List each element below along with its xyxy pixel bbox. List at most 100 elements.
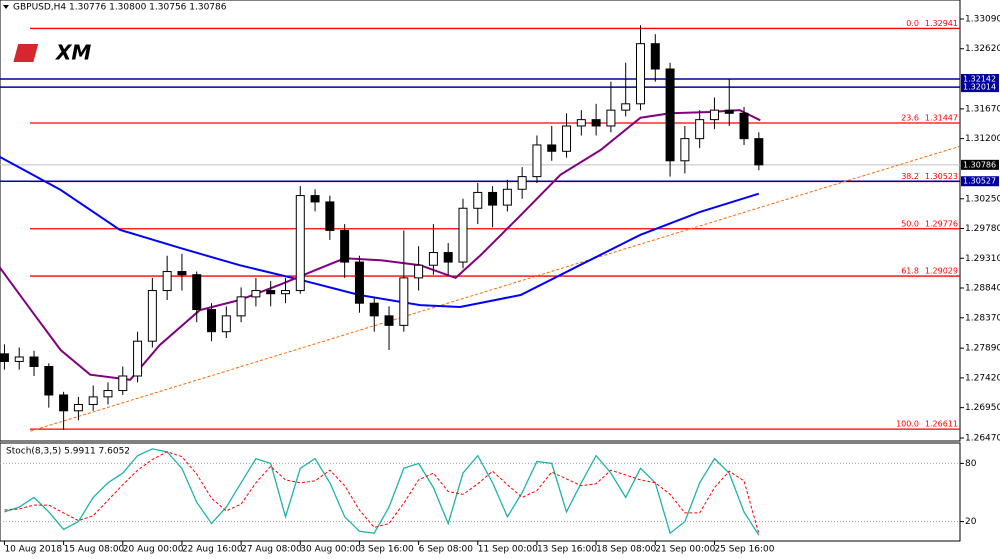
moving-average (0, 156, 760, 309)
y-tick-label: 1.26950 (965, 403, 1000, 413)
candle-body (310, 195, 320, 203)
fib-value: 1.32941 (925, 19, 958, 28)
x-tick-label: 27 Aug 08:00 (241, 545, 302, 555)
candle-body (443, 252, 453, 263)
candle-body (488, 191, 498, 206)
logo-mark (13, 44, 39, 62)
candle-body (458, 207, 468, 263)
candle-body (665, 68, 675, 162)
candle-body (414, 264, 424, 279)
price-tag (961, 74, 999, 85)
candle-body (236, 296, 246, 317)
y-tick-label: 1.29780 (965, 224, 1000, 234)
candle-body (340, 229, 350, 263)
candle-body (399, 277, 409, 326)
candle-body (473, 191, 483, 209)
menu-arrow (3, 5, 9, 9)
candle-body (354, 261, 364, 304)
candle-body (576, 119, 586, 127)
candle-body (251, 290, 261, 298)
y-tick-label: 1.26470 (965, 434, 1000, 444)
y-tick-label: 1.28840 (965, 284, 1000, 294)
fib-label: 100.0 (896, 420, 919, 429)
x-tick-label: 25 Sep 16:00 (714, 545, 774, 555)
candle-body (44, 365, 54, 396)
x-tick-label: 10 Aug 2018 (4, 545, 62, 555)
y-tick-label: 20 (965, 517, 977, 527)
candle-body (384, 315, 394, 326)
fib-label: 61.8 (901, 267, 919, 276)
main-panel (0, 0, 961, 442)
candle-body (103, 390, 113, 398)
candle-body (754, 138, 764, 166)
y-tick-label: 1.29310 (965, 254, 1000, 264)
candle-body (29, 356, 39, 367)
stoch-line (4, 448, 760, 536)
fib-label: 50.0 (901, 219, 919, 228)
candle-body (118, 375, 128, 392)
candle-body (221, 315, 231, 333)
fib-value: 1.29776 (925, 219, 958, 228)
x-tick-label: 6 Sep 08:00 (419, 545, 474, 555)
price-tag-label: 1.32142 (963, 75, 996, 84)
candle-body (133, 340, 143, 377)
y-tick-label: 1.32620 (965, 44, 1000, 54)
x-tick-label: 20 Aug 00:00 (123, 545, 184, 555)
price-tag (961, 176, 999, 187)
moving-average (0, 109, 761, 381)
candle-body (192, 274, 202, 311)
candle-body (724, 109, 734, 114)
candle-body (547, 144, 557, 152)
candle-body (266, 290, 276, 295)
y-tick-label: 1.31670 (965, 104, 1000, 114)
fib-value: 1.30523 (925, 172, 958, 181)
y-tick-label: 1.28370 (965, 313, 1000, 323)
stoch-line (4, 451, 760, 534)
candle-body (0, 353, 9, 362)
stoch-panel (0, 442, 961, 542)
fib-label: 23.6 (901, 113, 919, 122)
x-tick-label: 30 Aug 00:00 (300, 545, 361, 555)
fib-value: 1.29029 (925, 267, 958, 276)
candle-body (709, 109, 719, 121)
chart-title: GBPUSD,H4 1.30776 1.30800 1.30756 1.3078… (13, 3, 227, 13)
logo: XM (13, 41, 91, 65)
x-tick-label: 21 Sep 00:00 (655, 545, 715, 555)
price-tag-label: 1.32014 (963, 83, 996, 92)
candle-body (147, 290, 157, 342)
candle-body (428, 252, 438, 266)
candle-body (59, 394, 69, 412)
candle-body (280, 290, 290, 295)
y-tick-label: 80 (965, 459, 977, 469)
fib-value: 1.26611 (925, 420, 958, 429)
y-tick-label: 1.27420 (965, 373, 1000, 383)
candle-body (635, 43, 645, 105)
candle-body (14, 356, 24, 362)
trendline (30, 145, 961, 432)
fib-value: 1.31447 (925, 113, 958, 122)
price-tag (961, 82, 999, 93)
price-tag (961, 159, 999, 170)
candle-body (562, 125, 572, 152)
fib-label: 0.0 (906, 19, 919, 28)
candle-body (621, 103, 631, 111)
candle-body (680, 138, 690, 162)
candle-body (650, 43, 660, 70)
candle-body (177, 271, 187, 276)
price-tag-label: 1.30527 (963, 177, 996, 186)
fib-label: 38.2 (901, 172, 919, 181)
y-tick-label: 1.27890 (965, 344, 1000, 354)
candle-body (295, 195, 305, 292)
x-tick-label: 3 Sep 16:00 (359, 545, 414, 555)
candle-body (606, 109, 616, 127)
candle-body (325, 201, 335, 231)
x-tick-label: 22 Aug 16:00 (182, 545, 243, 555)
logo-text: XM (54, 41, 91, 65)
candle-body (207, 309, 217, 333)
candle-body (695, 119, 705, 140)
candle-body (369, 302, 379, 317)
candle-body (162, 271, 172, 292)
y-tick-label: 1.30250 (965, 194, 1000, 204)
candle-body (517, 176, 527, 190)
